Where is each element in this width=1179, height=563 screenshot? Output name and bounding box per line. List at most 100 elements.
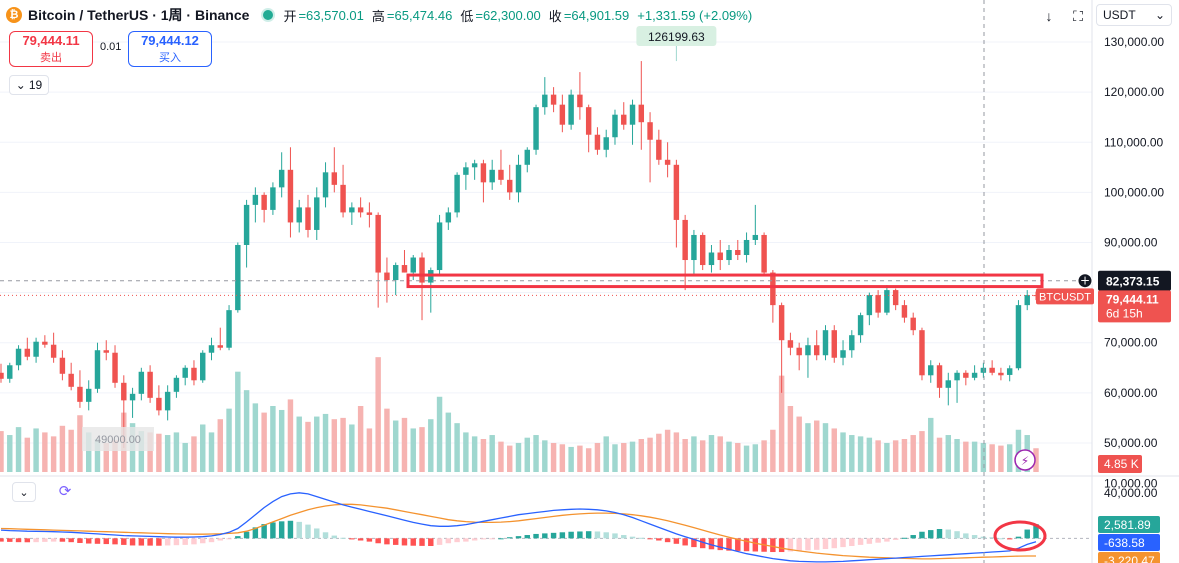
volume-bar: [831, 428, 837, 472]
candle-body: [919, 330, 925, 376]
volume-bar: [480, 439, 487, 472]
candle-body: [129, 393, 136, 401]
buy-price: 79,444.12: [141, 33, 199, 48]
candle-body: [778, 305, 785, 341]
candle-body: [164, 391, 171, 411]
buy-button[interactable]: 79,444.12 买入: [128, 31, 212, 67]
macd-histogram-bar: [787, 538, 794, 552]
macd-histogram-bar: [296, 521, 302, 539]
download-icon[interactable]: ↓: [1045, 8, 1053, 24]
refresh-icon[interactable]: ⟳: [54, 482, 76, 500]
symbol-title[interactable]: Bitcoin / TetherUS · 1周 · Binance: [28, 7, 250, 23]
volume-bar: [200, 424, 206, 472]
macd-histogram-bar: [822, 538, 829, 550]
macd-histogram-bar: [454, 538, 460, 543]
volume-bar: [1015, 429, 1022, 472]
macd-histogram-bar: [59, 538, 66, 542]
macd-histogram-bar: [375, 538, 381, 544]
candle-body: [612, 114, 618, 138]
candle-body: [507, 179, 513, 193]
macd-histogram-bar: [708, 538, 715, 550]
sell-button[interactable]: 79,444.11 卖出: [9, 31, 93, 67]
price-axis[interactable]: 130,000.00 120,000.00 110,000.00 100,000.00…: [1104, 35, 1164, 500]
volume-bar: [419, 427, 425, 472]
candle-body: [217, 345, 223, 348]
macd-histogram-bar: [1033, 524, 1039, 539]
macd-histogram-bar: [278, 521, 285, 539]
volume-bar: [621, 442, 627, 472]
indicators-toggle[interactable]: ⌄ 19: [9, 75, 49, 95]
macd-histogram-bar: [42, 538, 48, 542]
candle-body: [717, 252, 723, 261]
candle-body: [1006, 368, 1013, 375]
volume-bar: [524, 437, 530, 472]
candle-body: [50, 344, 57, 358]
volume-bar: [217, 419, 223, 472]
candle-body: [138, 371, 145, 394]
fullscreen-icon[interactable]: ⛶: [1073, 7, 1083, 24]
high-marker-box: [636, 26, 717, 46]
last-price-box: [1098, 290, 1171, 323]
macd-histogram-bar: [875, 538, 881, 543]
candle-body: [322, 172, 329, 198]
symbol-tag-label: BTCUSDT: [1039, 291, 1091, 303]
candle-layer: [0, 61, 1039, 448]
macd-histogram-bar: [410, 538, 416, 546]
volume-bar: [971, 441, 978, 472]
volume-bar: [366, 428, 373, 472]
volume-bar: [814, 420, 820, 472]
countdown-label: 6d 15h: [1106, 306, 1143, 320]
overlay-layer: 49000.00 126199.63: [0, 0, 1092, 563]
candle-body: [305, 207, 311, 230]
volume-bar: [340, 417, 346, 472]
macd-histogram-bar: [261, 524, 267, 539]
price-tick-label: 100,000.00: [1104, 185, 1164, 199]
macd-histogram-bar: [726, 538, 732, 551]
high-marker-label: 126199.63: [648, 30, 705, 44]
open-label: 开: [283, 8, 297, 24]
candle-body: [708, 252, 715, 266]
macd-histogram-bar: [989, 537, 995, 539]
candle-body: [401, 265, 408, 273]
macd-histogram-bar: [901, 537, 908, 539]
macd-value-label: -638.58: [1104, 536, 1145, 550]
candle-body: [866, 295, 873, 316]
candle-body: [357, 207, 364, 213]
volume-bar: [805, 423, 811, 472]
sell-label: 卖出: [40, 52, 62, 64]
candle-body: [805, 345, 811, 356]
macd-histogram-bar: [103, 538, 109, 545]
candle-body: [761, 234, 767, 273]
macd-histogram-bar: [226, 538, 232, 540]
volume-layer: [0, 357, 1039, 472]
volume-bar: [498, 441, 504, 472]
price-tick-label: 60,000.00: [1104, 386, 1158, 400]
macd-collapse-button[interactable]: ⌄: [12, 482, 36, 502]
macd-histogram-bar: [656, 538, 662, 541]
candle-body: [892, 290, 899, 306]
candle-body: [103, 350, 109, 353]
macd-histogram-bar: [366, 538, 373, 542]
macd-histogram-bar: [489, 538, 495, 540]
low-value: =62,300.00: [475, 7, 541, 23]
volume-bar: [226, 408, 232, 472]
macd-histogram-bar: [752, 538, 759, 552]
candle-body: [1015, 305, 1022, 369]
candle-body: [147, 371, 153, 398]
macd-histogram-bar: [445, 538, 452, 544]
volume-bar: [68, 429, 74, 472]
signal-line: [0, 503, 1036, 560]
volume-bar: [743, 445, 750, 472]
candle-body: [998, 372, 1004, 376]
volume-bar: [577, 445, 583, 472]
candle-body: [638, 104, 645, 123]
macd-histogram-bar: [94, 538, 101, 544]
currency-select[interactable]: USDT ⌄: [1096, 4, 1172, 26]
macd-histogram-bar: [524, 535, 530, 539]
candle-body: [471, 163, 478, 168]
volume-bar: [857, 436, 864, 472]
macd-histogram-bar: [568, 531, 574, 539]
toolbar-2: ⛶: [1067, 5, 1089, 27]
macd-histogram-bar: [673, 538, 680, 544]
